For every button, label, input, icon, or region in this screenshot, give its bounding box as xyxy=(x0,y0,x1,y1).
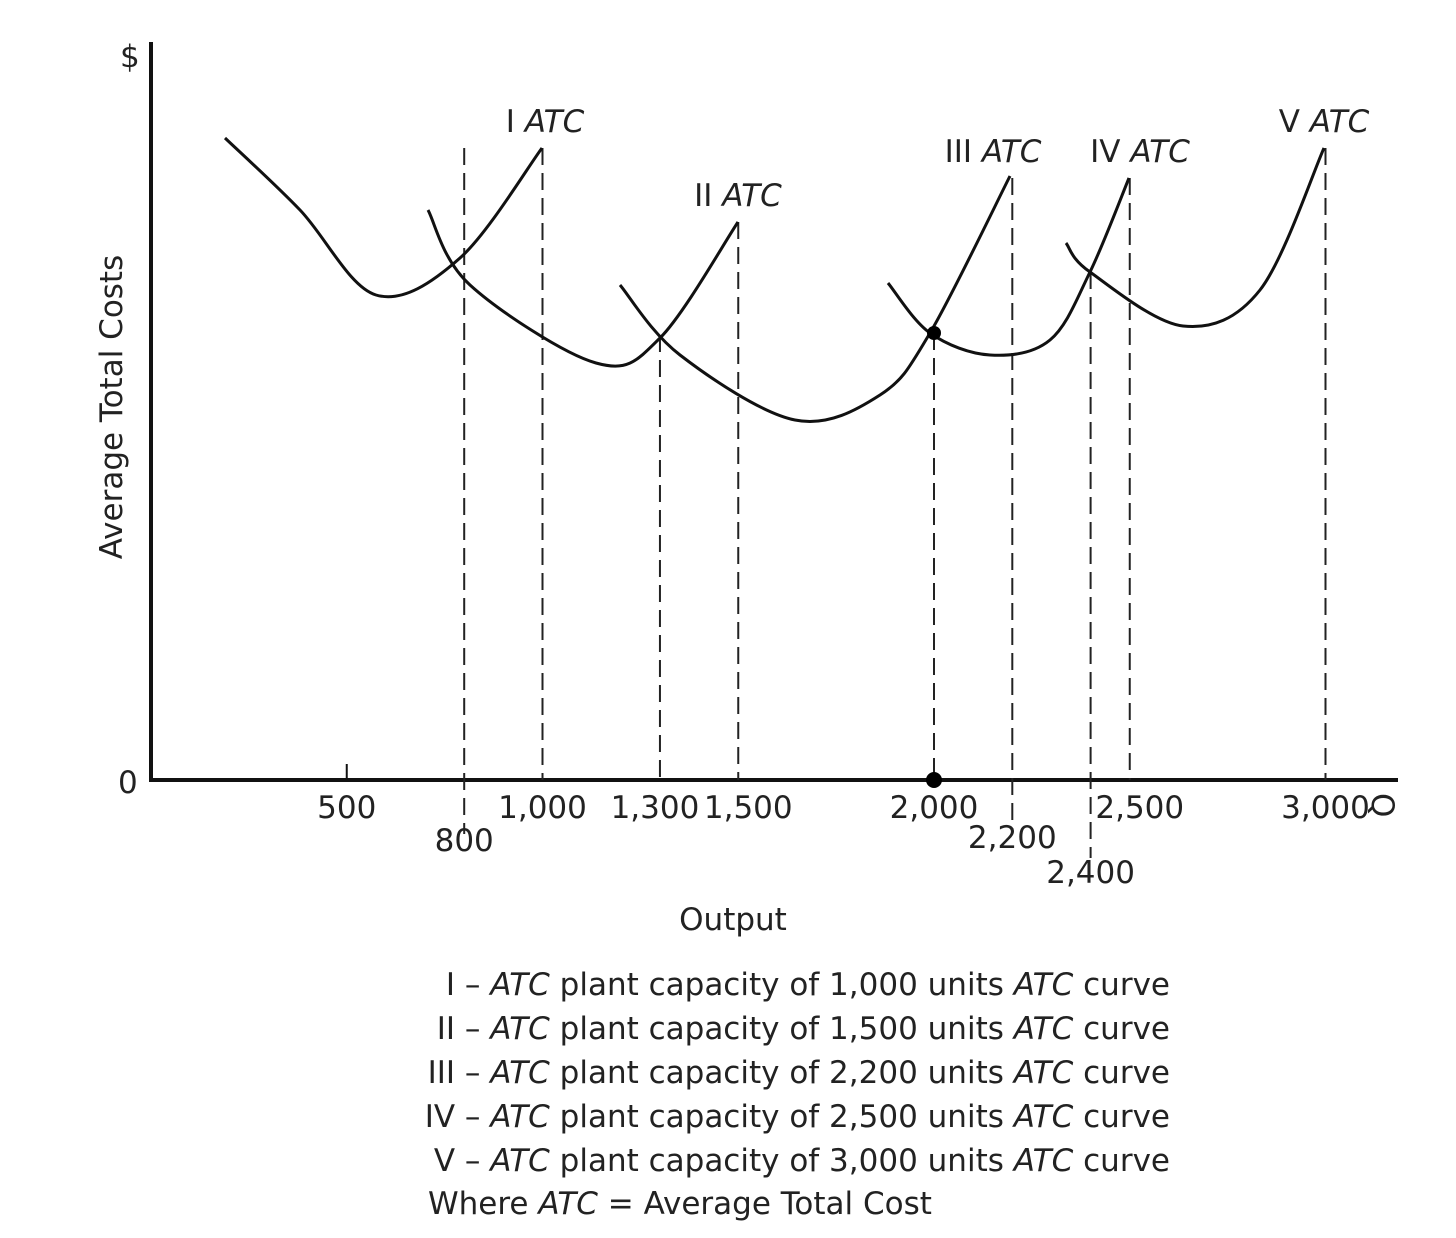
x-tick-2200: 2,200 xyxy=(968,820,1057,856)
x-tick-2400: 2,400 xyxy=(1046,855,1135,891)
x-tick-2500: 2,500 xyxy=(1095,790,1184,826)
legend-line-1: I – ATC plant capacity of 1,000 units AT… xyxy=(446,967,1170,1003)
legend-line-4: IV – ATC plant capacity of 2,500 units A… xyxy=(425,1099,1170,1135)
atc-curve-iv xyxy=(886,177,1131,357)
x-axis-title: Output xyxy=(679,902,787,938)
output-axis-point xyxy=(926,772,942,788)
legend-line-5: V – ATC plant capacity of 3,000 units AT… xyxy=(434,1143,1170,1179)
atc-curve-label-i: I ATC xyxy=(506,104,585,140)
atc-curve-i xyxy=(223,136,544,299)
origin-label: 0 xyxy=(118,765,138,801)
x-tick-1300: 1,300 xyxy=(611,790,700,826)
atc-curve-label-iv: IV ATC xyxy=(1090,134,1190,170)
tangency-point xyxy=(927,326,941,340)
x-axis-symbol: Q xyxy=(1364,793,1400,817)
x-tick-1500: 1,500 xyxy=(704,790,793,826)
atc-curve-label-iii: III ATC xyxy=(945,134,1042,170)
y-axis-symbol: $ xyxy=(120,39,140,75)
atc-curve-label-ii: II ATC xyxy=(694,178,782,214)
atc-curve-v xyxy=(1064,147,1326,329)
legend: I – ATC plant capacity of 1,000 units AT… xyxy=(425,967,1170,1222)
y-axis-title: Average Total Costs xyxy=(94,255,130,559)
atc-curve-label-v: V ATC xyxy=(1279,104,1370,140)
x-tick-800: 800 xyxy=(435,823,494,859)
legend-note: Where ATC = Average Total Cost xyxy=(428,1186,932,1222)
atc-curve-iii xyxy=(618,175,1012,423)
legend-line-3: III – ATC plant capacity of 2,200 units … xyxy=(428,1055,1170,1091)
x-tick-2000: 2,000 xyxy=(890,790,979,826)
x-tick-3000: 3,000 xyxy=(1281,790,1370,826)
x-tick-1000: 1,000 xyxy=(498,790,587,826)
atc-curve-ii xyxy=(426,209,740,368)
atc-curves: I ATC II ATC III ATC IV ATC V ATC xyxy=(223,104,1370,423)
legend-line-2: II – ATC plant capacity of 1,500 units A… xyxy=(437,1011,1170,1047)
highlight-points xyxy=(926,326,942,788)
x-tick-500: 500 xyxy=(317,790,376,826)
reference-lines xyxy=(463,148,1327,858)
